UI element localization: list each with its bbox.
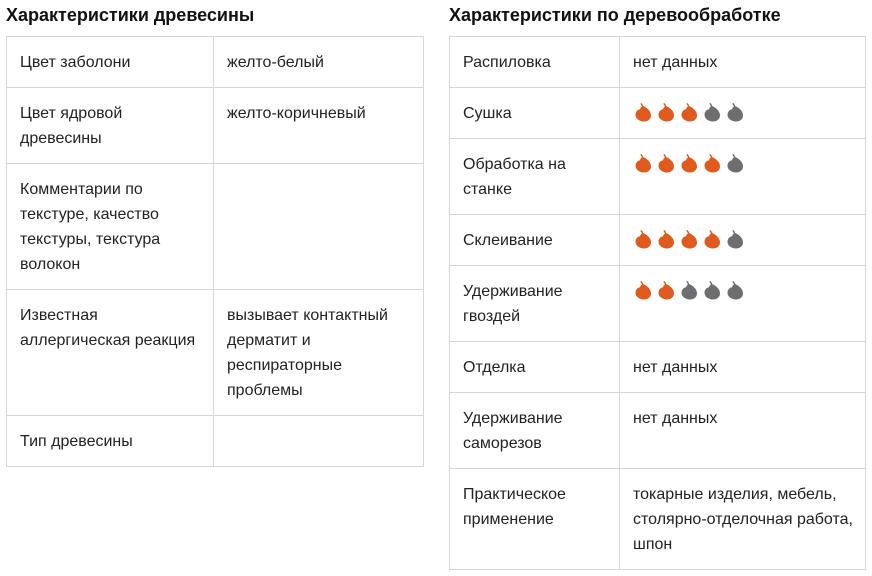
row-value: вызывает контактный дерматит и респирато… [213, 289, 424, 416]
table-row: Цвет заболони желто-белый [6, 36, 424, 88]
table-row: Комментарии по текстуре, качество тексту… [6, 163, 424, 290]
table-row: Склеивание [449, 214, 866, 266]
leaf-icon [658, 103, 674, 122]
row-label: Распиловка [449, 36, 620, 88]
leaf-icon [727, 281, 743, 300]
row-label: Цвет ядровой древесины [6, 87, 214, 164]
row-value: желто-коричневый [213, 87, 424, 164]
leaf-icon [658, 154, 674, 173]
row-value [213, 163, 424, 290]
row-label: Комментарии по текстуре, качество тексту… [6, 163, 214, 290]
table-row: Удерживание гвоздей [449, 265, 866, 342]
row-value: желто-белый [213, 36, 424, 88]
row-rating [619, 265, 866, 342]
row-label: Удерживание гвоздей [449, 265, 620, 342]
row-label: Цвет заболони [6, 36, 214, 88]
leaf-icon [681, 103, 697, 122]
table-row: Цвет ядровой древесины желто-коричневый [6, 87, 424, 164]
table-row: Отделка нет данных [449, 341, 866, 393]
leaf-icon [658, 281, 674, 300]
row-label: Удерживание саморезов [449, 392, 620, 469]
leaf-icon [635, 154, 651, 173]
woodworking-characteristics-panel: Характеристики по деревообработке Распил… [449, 0, 866, 570]
woodworking-characteristics-title: Характеристики по деревообработке [449, 5, 781, 25]
row-rating [619, 87, 866, 139]
leaf-icon [704, 230, 720, 249]
leaf-icon [727, 230, 743, 249]
leaf-icon [727, 103, 743, 122]
rating [633, 101, 853, 125]
row-value: нет данных [619, 341, 866, 393]
table-row: Тип древесины [6, 415, 424, 467]
table-row: Известная аллергическая реакция вызывает… [6, 289, 424, 416]
row-label: Тип древесины [6, 415, 214, 467]
table-row: Обработка на станке [449, 138, 866, 215]
leaf-icon [727, 154, 743, 173]
row-label: Практическое применение [449, 468, 620, 570]
row-value [213, 415, 424, 467]
leaf-icon [635, 281, 651, 300]
table-row: Практическое применение токарные изделия… [449, 468, 866, 570]
rating [633, 152, 853, 176]
leaf-icon [681, 281, 697, 300]
leaf-icon [635, 230, 651, 249]
leaf-icon [681, 154, 697, 173]
table-row: Удерживание саморезов нет данных [449, 392, 866, 469]
row-value: нет данных [619, 36, 866, 88]
row-label: Склеивание [449, 214, 620, 266]
leaf-icon [704, 154, 720, 173]
row-label: Сушка [449, 87, 620, 139]
table-row: Распиловка нет данных [449, 36, 866, 88]
row-value: нет данных [619, 392, 866, 469]
row-label: Известная аллергическая реакция [6, 289, 214, 416]
row-label: Обработка на станке [449, 138, 620, 215]
leaf-icon [635, 103, 651, 122]
row-rating [619, 214, 866, 266]
woodworking-characteristics-table: Распиловка нет данных Сушка Обработка на… [449, 36, 866, 570]
row-rating [619, 138, 866, 215]
leaf-icon [704, 281, 720, 300]
leaf-icon [658, 230, 674, 249]
table-row: Сушка [449, 87, 866, 139]
wood-characteristics-title: Характеристики древесины [6, 5, 255, 25]
leaf-icon [704, 103, 720, 122]
row-label: Отделка [449, 341, 620, 393]
wood-characteristics-panel: Характеристики древесины Цвет заболони ж… [6, 0, 424, 467]
rating [633, 279, 853, 303]
rating [633, 228, 853, 252]
row-value: токарные изделия, мебель, столярно-отдел… [619, 468, 866, 570]
wood-characteristics-table: Цвет заболони желто-белый Цвет ядровой д… [6, 36, 424, 467]
leaf-icon [681, 230, 697, 249]
